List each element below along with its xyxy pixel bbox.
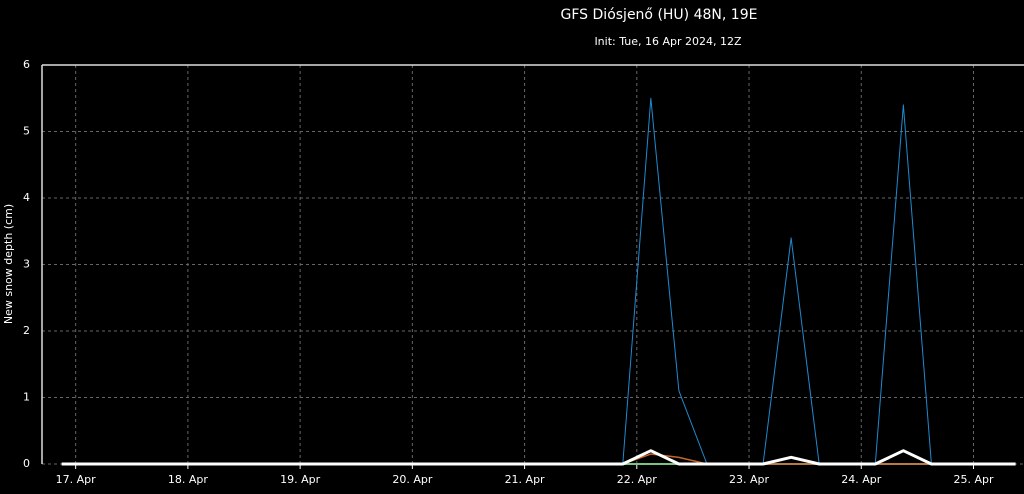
y-tick-label: 6 xyxy=(23,58,30,71)
x-tick-label: 21. Apr xyxy=(505,473,545,486)
y-tick-label: 2 xyxy=(23,324,30,337)
series-line xyxy=(61,453,1016,465)
y-tick-label: 3 xyxy=(23,258,30,271)
y-tick-label: 1 xyxy=(23,391,30,404)
y-tick-label: 5 xyxy=(23,125,30,138)
x-tick-label: 18. Apr xyxy=(168,473,208,486)
x-tick-label: 22. Apr xyxy=(617,473,657,486)
x-tick-label: 19. Apr xyxy=(280,473,320,486)
chart-title: GFS Diósjenő (HU) 48N, 19E xyxy=(561,7,758,23)
series-line xyxy=(61,97,1016,465)
x-tick-label: 25. Apr xyxy=(953,473,993,486)
y-tick-label: 0 xyxy=(23,457,30,470)
x-tick-label: 20. Apr xyxy=(392,473,432,486)
x-tick-label: 23. Apr xyxy=(729,473,769,486)
x-tick-label: 17. Apr xyxy=(56,473,96,486)
series-line xyxy=(61,449,1016,466)
y-tick-label: 4 xyxy=(23,191,30,204)
chart-subtitle: Init: Tue, 16 Apr 2024, 12Z xyxy=(594,35,742,48)
x-tick-label: 24. Apr xyxy=(841,473,881,486)
y-axis-label: New snow depth (cm) xyxy=(2,204,15,324)
